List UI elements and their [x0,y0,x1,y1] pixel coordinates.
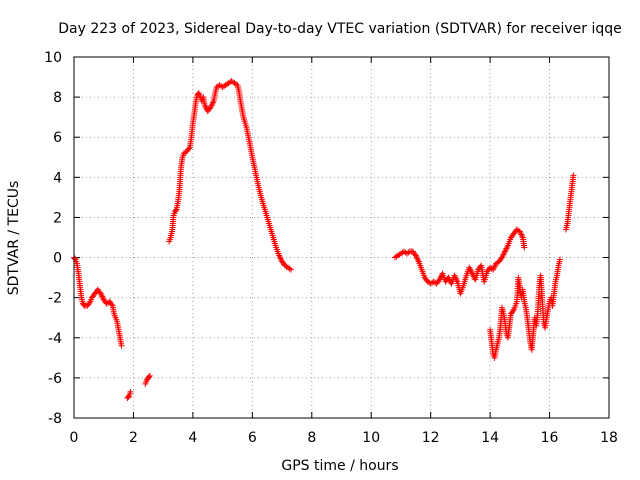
x-tick-label: 0 [70,430,79,446]
x-tick-label: 18 [600,430,618,446]
y-tick-label: 8 [53,90,62,106]
data-point [570,172,577,179]
data-point [108,301,115,308]
y-tick-label: 2 [53,210,62,226]
x-axis-title: GPS time / hours [281,458,398,474]
data-markers [71,78,577,401]
y-tick-label: 6 [53,130,62,146]
x-tick-label: 6 [248,430,257,446]
data-point [287,266,294,273]
x-tick-label: 4 [188,430,197,446]
data-point [118,342,125,349]
data-point [86,300,93,307]
data-point [195,91,202,98]
data-point [172,207,179,214]
y-tick-label: -4 [48,331,62,347]
x-tick-label: 14 [481,430,499,446]
x-tick-label: 2 [129,430,138,446]
chart-title: Day 223 of 2023, Sidereal Day-to-day VTE… [58,21,622,37]
data-point [146,372,153,379]
x-tick-label: 10 [362,430,380,446]
y-tick-label: 0 [53,251,62,267]
data-point [127,388,134,395]
data-point [509,308,516,315]
data-point [521,244,528,251]
y-tick-label: 4 [53,170,62,186]
tick-labels: 0 2 4 6 8 10 12 14 16 18 -8 -6 -4 -2 0 2 4 6 8 10 [44,50,618,446]
x-tick-label: 12 [422,430,440,446]
grid [74,57,609,418]
data-point [185,145,192,152]
data-point [71,255,78,262]
data-point [405,249,412,256]
data-point [125,393,132,400]
data-point [556,256,563,263]
data-point [286,265,293,272]
x-tick-label: 8 [307,430,316,446]
y-tick-label: -8 [48,411,62,427]
y-axis-title: SDTVAR / TECUs [6,181,22,296]
y-tick-label: -2 [48,291,62,307]
data-point [232,81,239,88]
x-tick-label: 16 [541,430,559,446]
data-point [146,373,153,380]
y-tick-label: -6 [48,371,62,387]
ticks [73,56,610,419]
y-tick-label: 10 [44,50,62,66]
plot-frame [73,56,610,419]
